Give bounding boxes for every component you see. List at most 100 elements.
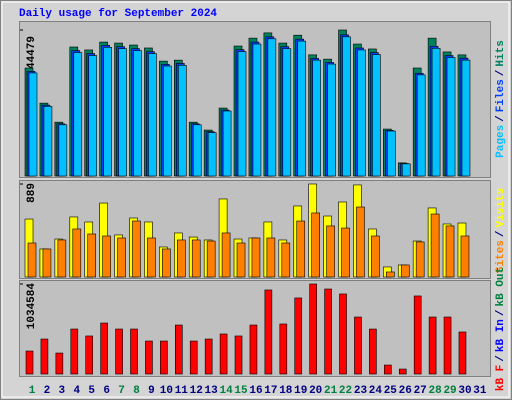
- bar: [102, 235, 111, 278]
- bar: [324, 288, 332, 375]
- bar: [58, 124, 68, 177]
- x-tick-label: 16: [249, 385, 262, 397]
- bar: [458, 331, 467, 375]
- legend-item: Hits: [495, 40, 507, 66]
- bar: [443, 316, 452, 375]
- legend-item: Visits: [495, 188, 507, 228]
- bar: [279, 323, 288, 375]
- bar: [130, 328, 138, 375]
- bar: [327, 63, 336, 177]
- bar: [398, 368, 407, 375]
- bar: [237, 51, 247, 177]
- bar: [40, 338, 49, 375]
- bar: [55, 352, 64, 375]
- bar: [236, 242, 246, 278]
- bar: [206, 240, 216, 278]
- legend: Pages / Files / Hits: [495, 40, 507, 158]
- x-tick-label: 26: [399, 385, 412, 397]
- bar: [341, 227, 350, 278]
- bar: [251, 237, 261, 278]
- bar: [219, 333, 228, 375]
- x-tick-label: 4: [73, 385, 80, 397]
- legend-item: Files: [495, 79, 507, 112]
- bar: [72, 228, 82, 278]
- bar: [189, 340, 198, 375]
- bar: [326, 225, 335, 278]
- bar: [148, 53, 157, 177]
- legend: Sites / Visits: [495, 188, 507, 273]
- bar: [428, 316, 437, 375]
- x-tick-label: 20: [309, 385, 322, 397]
- bar: [222, 110, 232, 177]
- bar: [160, 340, 168, 375]
- bar: [282, 48, 292, 177]
- x-tick-label: 5: [88, 385, 95, 397]
- bar: [296, 220, 306, 278]
- bar: [281, 242, 291, 278]
- bar: [461, 59, 471, 177]
- bar: [294, 297, 303, 375]
- bar: [103, 47, 112, 177]
- bar: [416, 74, 426, 177]
- x-tick-label: 11: [175, 385, 189, 397]
- x-tick-label: 31: [473, 385, 487, 397]
- x-tick-label: 24: [369, 385, 383, 397]
- bar: [27, 242, 37, 278]
- x-tick-label: 10: [160, 385, 173, 397]
- bar: [100, 322, 108, 375]
- bar: [234, 335, 243, 375]
- bar: [430, 213, 440, 278]
- legend-separator: /: [495, 309, 507, 316]
- bar: [264, 289, 273, 375]
- x-tick-label: 23: [354, 385, 368, 397]
- bar: [204, 338, 213, 375]
- legend: kB F / kB In / kB Out: [495, 267, 507, 391]
- x-tick-label: 30: [458, 385, 471, 397]
- bar: [163, 65, 172, 177]
- bar: [460, 235, 470, 278]
- bar: [147, 237, 156, 278]
- x-tick-label: 6: [103, 385, 110, 397]
- bar: [413, 295, 422, 375]
- x-tick-label: 19: [294, 385, 307, 397]
- bar: [177, 239, 186, 278]
- bar: [446, 57, 456, 177]
- legend-separator: /: [495, 355, 507, 362]
- bar: [192, 124, 202, 177]
- x-tick-label: 2: [44, 385, 51, 397]
- bar: [311, 212, 320, 278]
- bar: [249, 324, 258, 375]
- x-tick-label: 25: [384, 385, 398, 397]
- x-tick-label: 22: [339, 385, 352, 397]
- x-tick-label: 12: [190, 385, 203, 397]
- bar: [175, 324, 183, 375]
- legend-item: kB F: [495, 365, 507, 391]
- bar: [178, 65, 187, 177]
- bar: [356, 206, 365, 278]
- bar: [354, 316, 362, 375]
- legend-separator: /: [495, 115, 507, 122]
- bar: [445, 225, 455, 278]
- x-tick-label: 13: [205, 385, 219, 397]
- bar: [342, 36, 351, 177]
- bar: [401, 163, 411, 177]
- bar: [309, 283, 317, 375]
- y-tick-label: 44479: [26, 36, 38, 69]
- x-tick-label: 17: [264, 385, 277, 397]
- bar: [339, 293, 347, 375]
- bar: [386, 271, 395, 278]
- bar: [73, 52, 83, 177]
- x-tick-label: 7: [118, 385, 125, 397]
- bar: [117, 237, 126, 278]
- bar: [28, 72, 38, 177]
- legend-item: Sites: [495, 240, 507, 273]
- bar: [312, 59, 321, 177]
- bar: [25, 350, 34, 375]
- x-tick-label: 21: [324, 385, 338, 397]
- bar: [266, 237, 276, 278]
- bar: [297, 40, 307, 177]
- chart-title: Daily usage for September 2024: [19, 8, 217, 20]
- bar: [191, 239, 201, 278]
